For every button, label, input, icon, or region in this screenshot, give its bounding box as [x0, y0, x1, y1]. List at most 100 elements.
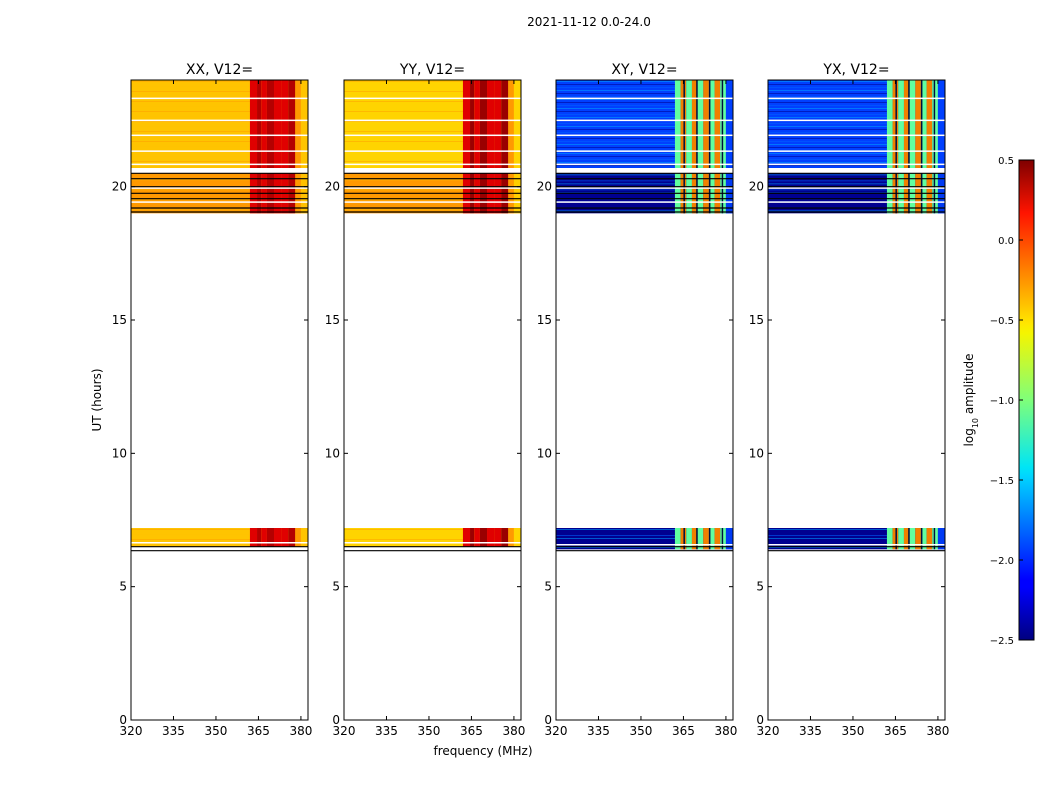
edge-strip	[300, 80, 308, 168]
texture-stripe	[131, 156, 250, 157]
gap-line	[768, 119, 945, 122]
gap-line	[344, 163, 521, 166]
texture-stripe	[768, 126, 887, 127]
channel-column	[288, 80, 296, 168]
texture-stripe	[556, 108, 675, 109]
y-tick-label: 5	[544, 580, 552, 594]
texture-stripe	[344, 161, 463, 162]
channel-column	[903, 528, 910, 550]
channel-column	[261, 80, 267, 168]
channel-column	[266, 80, 275, 168]
panel-title: YY, V12=	[399, 62, 465, 78]
channel-column	[886, 80, 893, 168]
channel-column	[680, 528, 687, 550]
texture-stripe	[344, 136, 463, 137]
gap-line	[556, 201, 733, 203]
gap-line	[768, 97, 945, 100]
texture-stripe	[768, 210, 887, 212]
texture-stripe	[556, 111, 675, 112]
gap-line	[768, 187, 945, 189]
texture-stripe	[768, 144, 887, 145]
texture-stripe	[768, 147, 887, 148]
texture-stripe	[131, 141, 250, 142]
texture-stripe	[344, 184, 463, 186]
y-tick-label: 20	[749, 180, 764, 194]
channel-separator	[708, 528, 711, 550]
texture-stripe	[768, 129, 887, 130]
texture-stripe	[768, 90, 887, 91]
channel-column	[915, 528, 921, 550]
y-tick-label: 15	[325, 313, 340, 327]
x-tick-label: 320	[545, 724, 568, 738]
channel-column	[892, 80, 899, 168]
panels: XX, V12= 320 335 350 365 380 0 5 10 15 20 YY, V12= 3…	[112, 62, 950, 738]
texture-stripe	[768, 538, 887, 539]
channel-column	[898, 528, 904, 550]
channel-column	[501, 528, 509, 547]
x-tick-label: 380	[289, 724, 312, 738]
x-tick-label: 350	[842, 724, 865, 738]
texture-stripe	[131, 86, 250, 87]
channel-column	[926, 528, 933, 550]
texture-stripe	[556, 138, 675, 139]
texture-stripe	[344, 91, 463, 92]
texture-stripe	[768, 132, 887, 133]
panel-frame	[130, 79, 309, 721]
texture-stripe	[556, 204, 675, 206]
gap-line	[768, 134, 945, 137]
texture-stripe	[344, 106, 463, 107]
texture-stripe	[344, 534, 463, 535]
texture-stripe	[556, 114, 675, 115]
texture-stripe	[131, 91, 250, 92]
texture-stripe	[556, 180, 675, 182]
texture-stripe	[768, 156, 887, 157]
y-tick-label: 20	[112, 180, 127, 194]
y-tick-label: 15	[112, 313, 127, 327]
gap-line	[344, 187, 521, 189]
texture-stripe	[344, 96, 463, 97]
texture-stripe	[768, 183, 887, 185]
texture-stripe	[131, 121, 250, 122]
channel-column	[501, 80, 509, 168]
texture-stripe	[131, 194, 250, 196]
data-band	[556, 80, 733, 168]
texture-stripe	[344, 141, 463, 142]
y-tick-label: 5	[119, 580, 127, 594]
texture-stripe	[768, 174, 887, 176]
texture-stripe	[131, 534, 250, 535]
edge-strip	[937, 528, 945, 550]
colorbar-tick-label: −1.5	[990, 476, 1014, 487]
gap-line	[768, 163, 945, 166]
channel-column	[470, 80, 475, 168]
texture-stripe	[768, 105, 887, 106]
texture-stripe	[556, 156, 675, 157]
texture-stripe	[131, 179, 250, 181]
gap-line	[344, 201, 521, 203]
texture-stripe	[344, 146, 463, 147]
channel-column	[674, 528, 681, 550]
data-band	[768, 80, 945, 168]
texture-stripe	[768, 159, 887, 160]
channel-column	[708, 80, 715, 168]
gap-line	[556, 163, 733, 166]
gap-line	[556, 97, 733, 100]
x-tick-label: 320	[333, 724, 356, 738]
gap-line	[344, 134, 521, 137]
x-tick-label: 335	[587, 724, 610, 738]
y-tick-label: 20	[537, 180, 552, 194]
x-tick-label: 365	[884, 724, 907, 738]
y-tick-label: 10	[112, 446, 127, 460]
gap-line	[131, 187, 308, 189]
channel-separator	[696, 528, 698, 550]
colorbar-tick-label: −2.5	[990, 636, 1014, 647]
texture-stripe	[768, 165, 887, 166]
channel-column	[257, 80, 262, 168]
channel-separator	[933, 528, 936, 550]
y-tick-label: 5	[332, 580, 340, 594]
texture-stripe	[556, 87, 675, 88]
texture-stripe	[556, 177, 675, 179]
channel-column	[886, 528, 893, 550]
x-tick-label: 380	[502, 724, 525, 738]
channel-column	[680, 80, 687, 168]
texture-stripe	[556, 541, 675, 542]
